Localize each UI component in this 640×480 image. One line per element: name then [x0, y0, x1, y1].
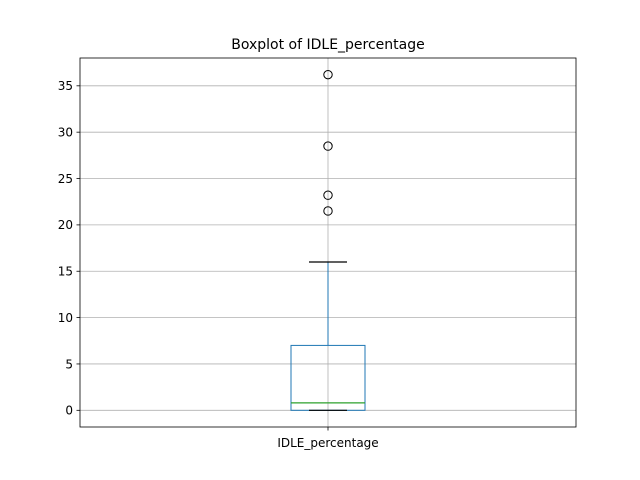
y-tick-label: 25: [58, 172, 73, 186]
y-tick-label: 20: [58, 218, 73, 232]
y-tick-label: 15: [58, 265, 73, 279]
plot-area: [290, 69, 366, 411]
chart-title: Boxplot of IDLE_percentage: [231, 37, 425, 53]
grid: [80, 58, 576, 427]
y-tick-label: 35: [58, 79, 73, 93]
y-tick-label: 30: [58, 125, 73, 139]
y-tick-label: 5: [65, 357, 73, 371]
axes: 0 5 10 15 20 25 30 35 IDLE_percentage: [58, 57, 577, 450]
outlier-point: [323, 141, 333, 151]
outlier-point: [323, 206, 333, 216]
outlier-point: [323, 69, 333, 80]
outlier-point: [323, 190, 333, 200]
y-tick-label: 0: [65, 404, 73, 418]
y-tick-label: 10: [58, 311, 73, 325]
x-tick-label: IDLE_percentage: [277, 436, 378, 450]
